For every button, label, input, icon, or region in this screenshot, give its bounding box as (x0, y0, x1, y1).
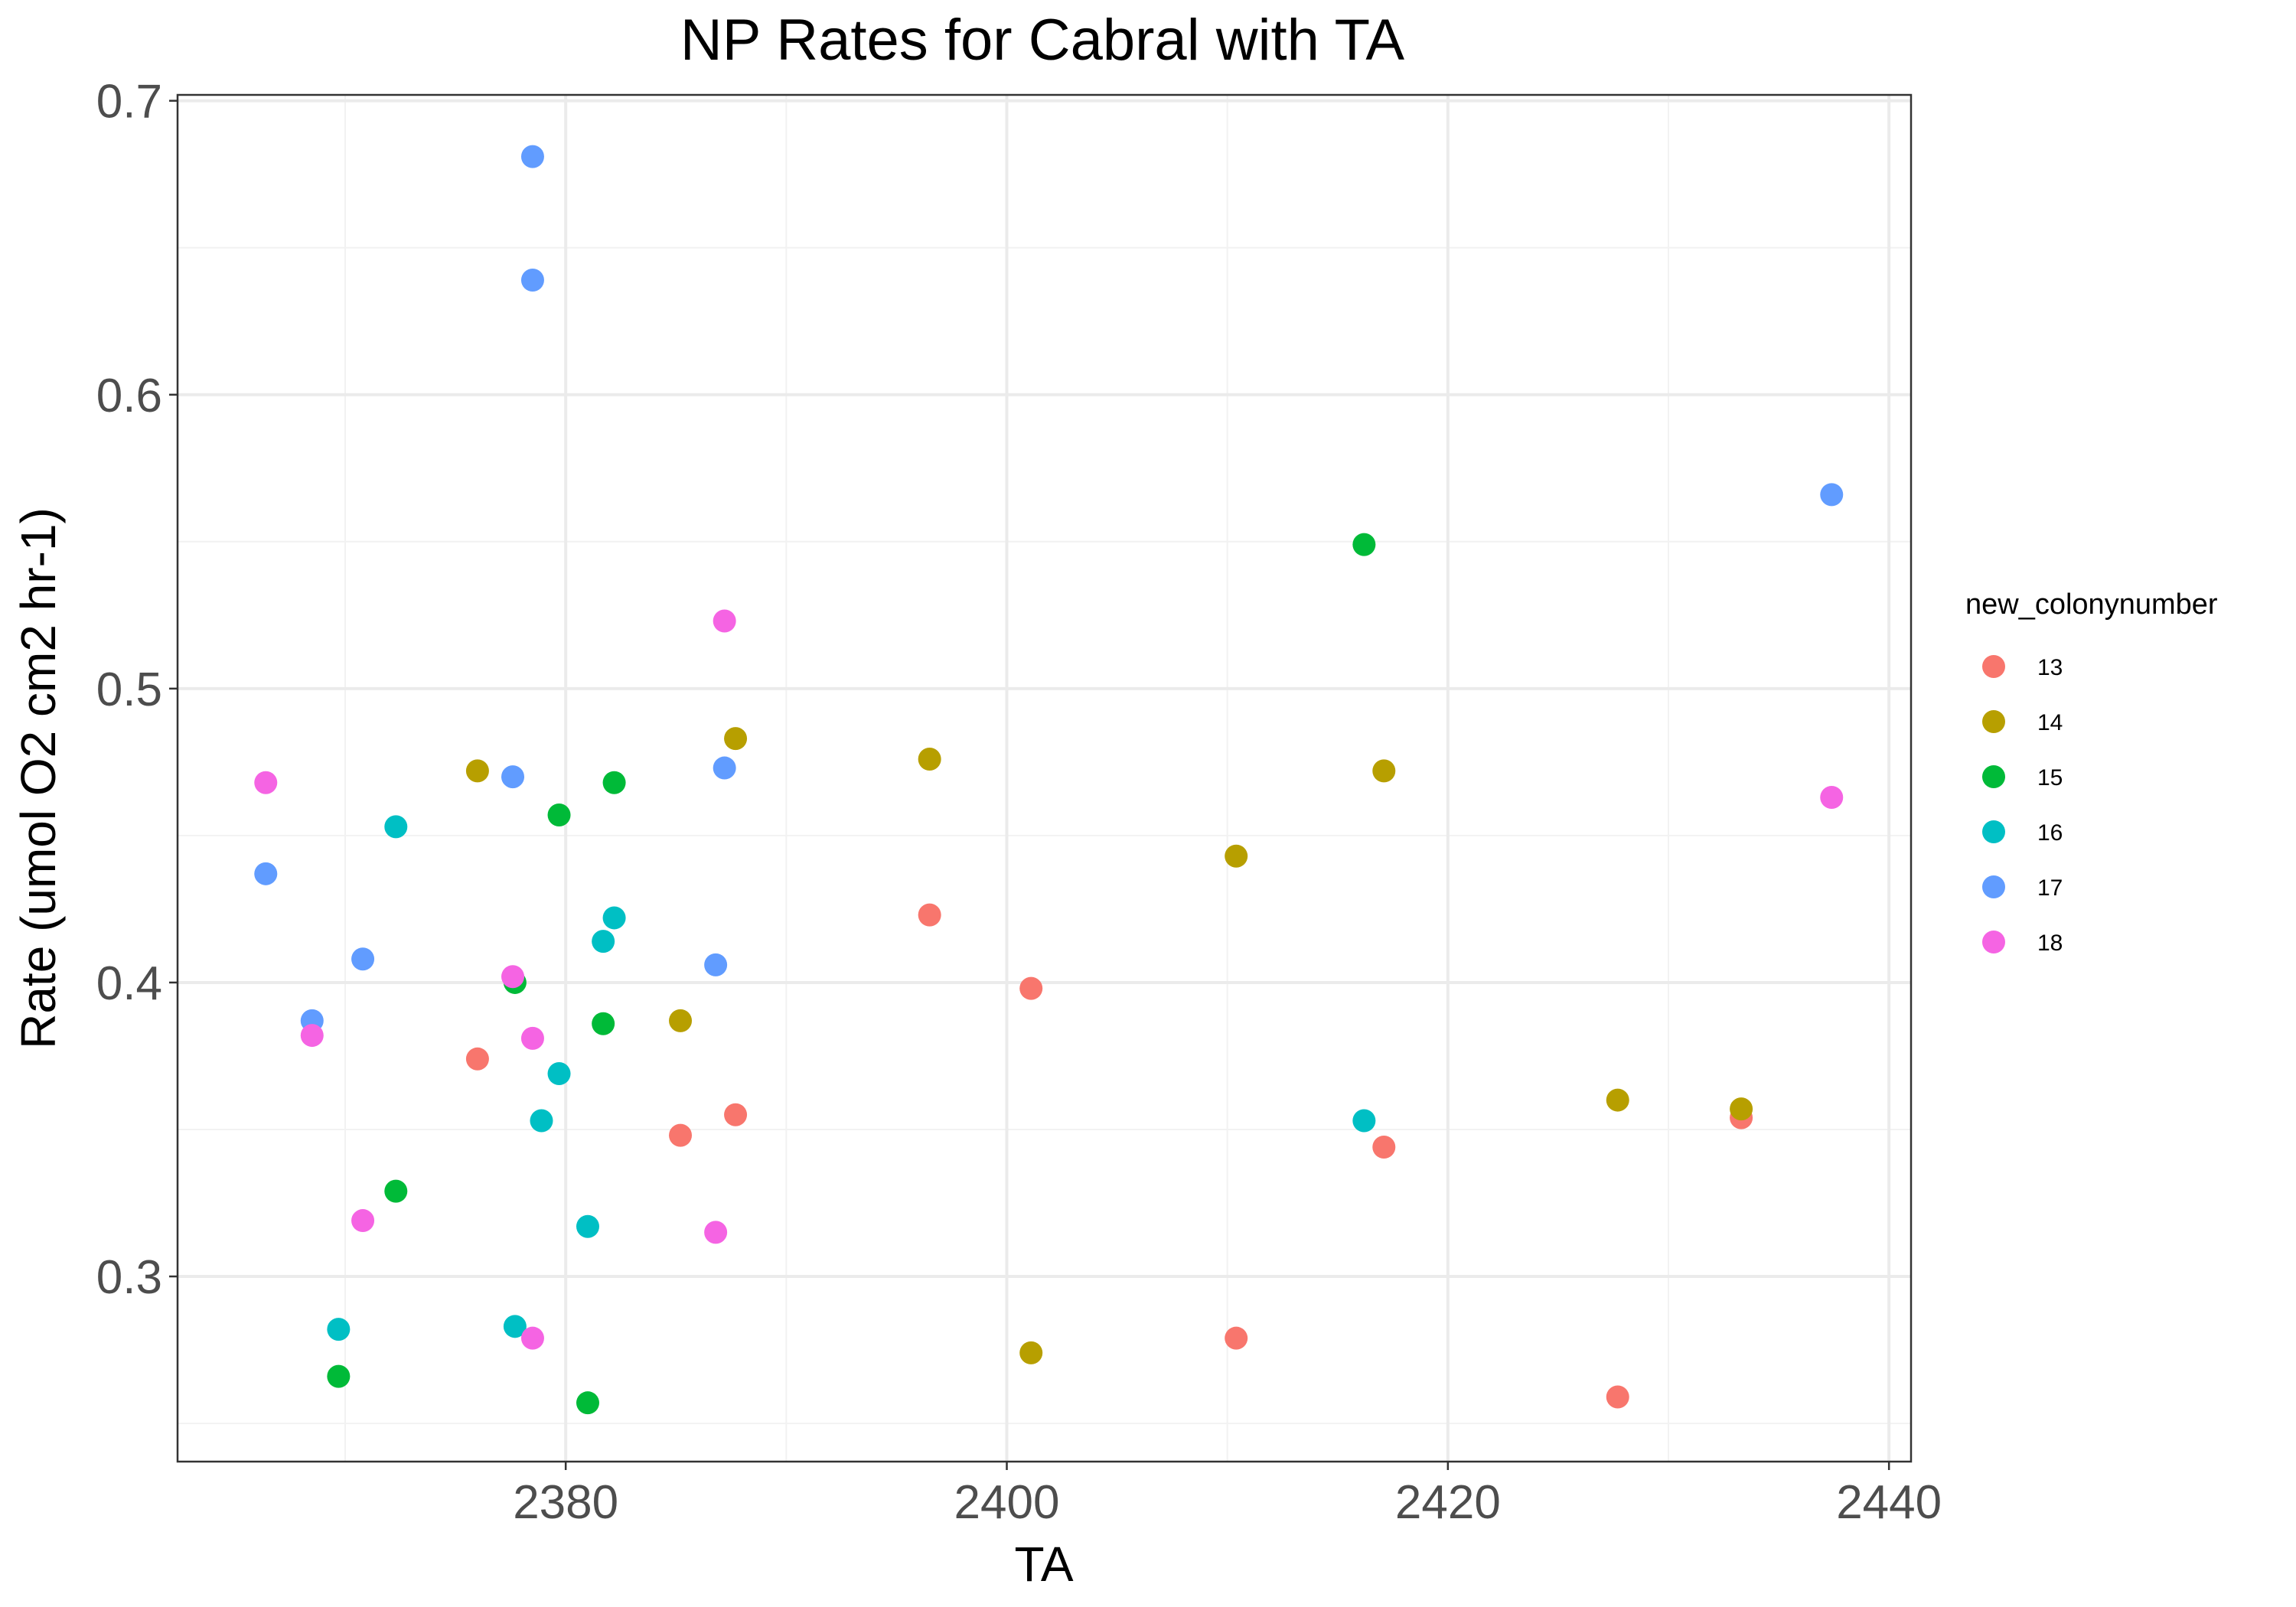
data-point-series-14 (1606, 1088, 1629, 1112)
data-point-series-14 (1019, 1341, 1043, 1364)
legend-label-16: 16 (2037, 820, 2063, 846)
data-point-series-17 (520, 268, 544, 292)
data-point-series-15 (576, 1391, 599, 1415)
legend-items: 13 14 15 16 17 18 (1982, 655, 2063, 956)
legend-key-16 (1982, 820, 2005, 843)
data-point-series-14 (1372, 759, 1396, 783)
x-tick-label: 2400 (954, 1476, 1060, 1529)
data-point-series-13 (918, 903, 941, 927)
legend-label-15: 15 (2037, 765, 2063, 790)
data-point-series-13 (1225, 1326, 1248, 1350)
minor-gridlines (178, 95, 1911, 1462)
y-tick-label: 0.6 (96, 370, 162, 422)
data-point-series-15 (592, 1012, 615, 1035)
data-point-series-18 (501, 965, 525, 989)
legend-key-17 (1982, 875, 2005, 898)
x-tick-label: 2380 (513, 1476, 618, 1529)
chart-title: NP Rates for Cabral with TA (680, 8, 1404, 73)
data-point-series-13 (1372, 1136, 1396, 1159)
legend-label-18: 18 (2037, 931, 2063, 956)
data-point-series-18 (1820, 785, 1844, 809)
major-gridlines (178, 95, 1911, 1462)
data-point-series-16 (1352, 1109, 1376, 1133)
data-points (254, 145, 1844, 1415)
data-point-series-15 (1352, 533, 1376, 556)
data-point-series-13 (1606, 1385, 1629, 1409)
data-point-series-15 (547, 804, 571, 827)
data-point-series-13 (1019, 976, 1043, 1000)
legend-key-13 (1982, 655, 2005, 678)
data-point-series-17 (520, 145, 544, 168)
data-point-series-14 (918, 748, 941, 771)
x-axis-title: TA (1014, 1537, 1073, 1592)
y-axis: 0.3 0.4 0.5 0.6 0.7 (96, 76, 178, 1304)
y-tick-label: 0.3 (96, 1251, 162, 1304)
data-point-series-16 (327, 1318, 351, 1341)
data-point-series-14 (1225, 844, 1248, 868)
data-point-series-17 (704, 953, 728, 976)
data-point-series-14 (465, 759, 489, 783)
data-point-series-15 (602, 771, 626, 794)
data-point-series-18 (300, 1024, 324, 1048)
data-point-series-15 (327, 1364, 351, 1388)
data-point-series-16 (576, 1214, 599, 1238)
legend-key-14 (1982, 710, 2005, 733)
data-point-series-18 (704, 1221, 728, 1244)
legend-label-14: 14 (2037, 710, 2063, 735)
legend-key-18 (1982, 931, 2005, 953)
legend-label-17: 17 (2037, 875, 2063, 901)
plot-panel-border (176, 93, 1913, 1463)
data-point-series-18 (520, 1026, 544, 1050)
legend-key-15 (1982, 765, 2005, 788)
y-tick-label: 0.4 (96, 957, 162, 1010)
data-point-series-17 (351, 947, 375, 971)
data-point-series-18 (713, 609, 736, 633)
data-point-series-13 (669, 1123, 693, 1147)
data-point-series-14 (724, 727, 748, 751)
data-point-series-15 (384, 1179, 408, 1203)
data-point-series-17 (1820, 483, 1844, 507)
data-point-series-17 (713, 756, 736, 780)
legend-title: new_colonynumber (1965, 588, 2218, 621)
data-point-series-13 (465, 1047, 489, 1071)
data-point-series-16 (547, 1062, 571, 1086)
data-point-series-14 (1730, 1097, 1753, 1121)
data-point-series-16 (530, 1109, 553, 1133)
data-point-series-16 (384, 815, 408, 839)
data-point-series-18 (254, 771, 278, 794)
x-tick-label: 2420 (1395, 1476, 1501, 1529)
data-point-series-13 (724, 1103, 748, 1126)
data-point-series-16 (602, 906, 626, 930)
data-point-series-17 (254, 862, 278, 885)
data-point-series-18 (520, 1326, 544, 1350)
data-point-series-16 (503, 1315, 527, 1338)
data-point-series-18 (351, 1209, 375, 1233)
data-point-series-16 (592, 930, 615, 953)
legend-label-13: 13 (2037, 655, 2063, 680)
y-tick-label: 0.5 (96, 663, 162, 716)
y-axis-title: Rate (umol O2 cm2 hr-1) (11, 507, 66, 1049)
y-tick-label: 0.7 (96, 76, 162, 129)
data-point-series-14 (669, 1009, 693, 1032)
legend: new_colonynumber 13 14 15 16 17 18 (1965, 588, 2218, 956)
x-axis: 2380 2400 2420 2440 (513, 1462, 1942, 1529)
data-point-series-17 (501, 765, 525, 789)
x-tick-label: 2440 (1836, 1476, 1942, 1529)
